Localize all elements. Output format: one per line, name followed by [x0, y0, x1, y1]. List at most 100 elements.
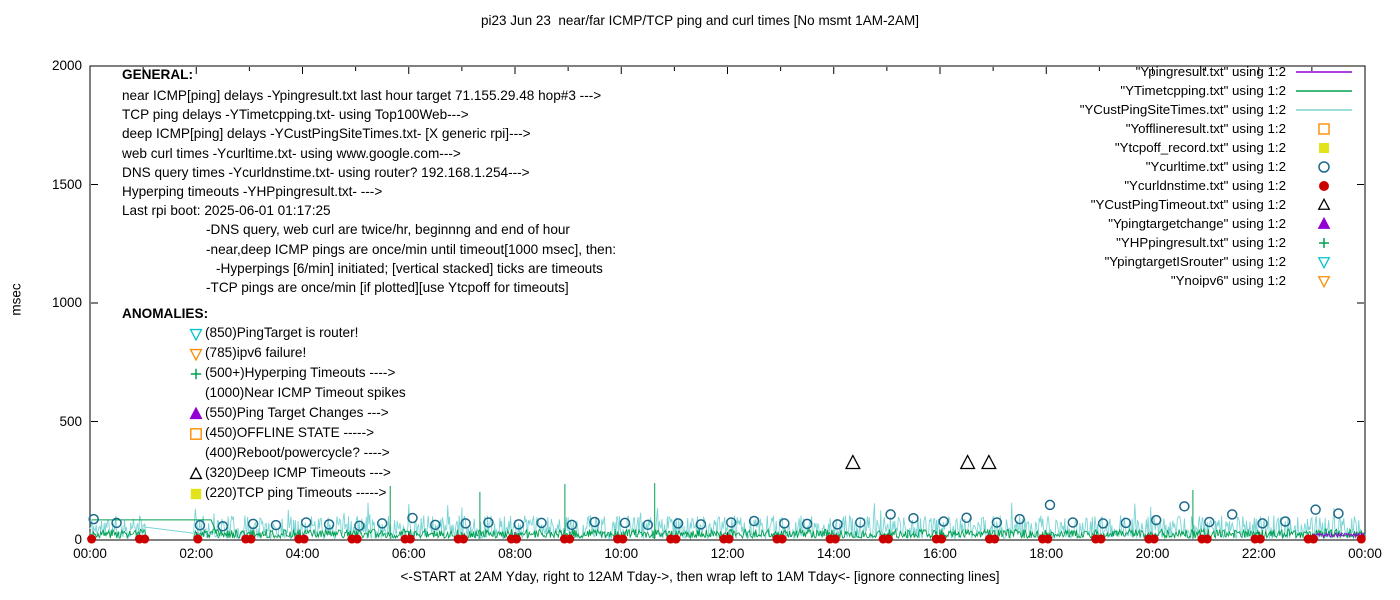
circle-filled-icon [512, 534, 522, 544]
circle-open-icon [748, 515, 760, 527]
x-axis-label: <-START at 2AM Yday, right to 12AM Tday-… [400, 569, 1000, 584]
series-line [144, 526, 196, 534]
circle-filled-icon [830, 534, 840, 544]
triangle-up-open-icon [844, 454, 861, 470]
triangle-down-open-icon [1317, 256, 1331, 269]
circle-open-icon [1067, 517, 1079, 528]
legend-label: "Yofflineresult.txt" using 1:2 [1125, 121, 1286, 136]
circle-open-icon [88, 513, 99, 525]
circle-open-icon [460, 518, 471, 529]
legend-label: "Ypingresult.txt" using 1:2 [1135, 64, 1286, 79]
circle-open-icon [589, 516, 600, 528]
legend-label: "YTimetcpping.txt" using 1:2 [1120, 83, 1286, 98]
series-line [1311, 531, 1366, 539]
triangle-up-open-icon [1317, 197, 1331, 210]
triangle-down-open-icon [1317, 275, 1331, 288]
triangle-up-open-icon [1317, 197, 1331, 210]
circle-open-icon [1014, 513, 1025, 525]
triangle-down-open-icon [1317, 256, 1331, 269]
series-connector-flat [91, 519, 220, 539]
circle-open-icon [695, 519, 707, 530]
legend-label: "Ynoipv6" using 1:2 [1170, 273, 1286, 288]
circle-open-icon [1120, 517, 1132, 529]
circle-open-icon [1280, 516, 1291, 527]
circle-filled-icon [565, 534, 575, 544]
series-Ypingresult-lasthour [1311, 531, 1366, 539]
circle-filled-icon [299, 534, 309, 544]
circle-open-icon [1318, 160, 1330, 173]
legend-label: "YCustPingSiteTimes.txt" using 1:2 [1079, 102, 1286, 117]
legend-label: "YHPpingresult.txt" using 1:2 [1116, 235, 1286, 250]
circle-filled-icon [405, 534, 415, 544]
triangle-down-open-icon [1317, 275, 1331, 288]
square-filled-icon [1319, 142, 1329, 153]
legend-label: "Ypingtargetchange" using 1:2 [1108, 216, 1286, 231]
circle-open-icon [194, 520, 206, 531]
circle-filled-icon [1149, 534, 1159, 544]
circle-open-icon [642, 519, 654, 531]
legend-label: "Ycurltime.txt" using 1:2 [1145, 159, 1286, 174]
legend-item: "Yofflineresult.txt" using 1:2 [0, 119, 1356, 138]
legend-label: "YCustPingTimeout.txt" using 1:2 [1090, 197, 1286, 212]
circle-open-icon [536, 517, 547, 529]
legend-item: "Ytcpoff_record.txt" using 1:2 [0, 138, 1356, 157]
circle-filled-icon [87, 534, 97, 544]
circle-open-icon [376, 518, 388, 529]
circle-open-icon [619, 517, 631, 529]
circle-open-icon [323, 519, 335, 530]
circle-open-icon [1310, 504, 1321, 515]
circle-open-icon [801, 518, 813, 530]
circle-filled-icon [1319, 180, 1329, 191]
legend-label: "YpingtargetISrouter" using 1:2 [1104, 254, 1286, 269]
circle-open-icon [832, 519, 843, 530]
square-open-icon [1318, 122, 1330, 135]
circle-open-icon [991, 517, 1003, 528]
series-Ycurldnstime [87, 534, 1366, 544]
circle-filled-icon [1255, 534, 1265, 544]
circle-open-icon [1179, 501, 1190, 512]
circle-open-icon [1150, 514, 1162, 526]
circle-open-icon [217, 521, 229, 532]
circle-filled-icon [193, 534, 203, 544]
legend-item: "YCustPingSiteTimes.txt" using 1:2 [0, 100, 1356, 119]
series-line [91, 519, 220, 539]
circle-open-icon [885, 509, 896, 520]
series-Ycurltime [88, 499, 1344, 532]
circle-open-icon [430, 519, 441, 531]
circle-open-icon [725, 517, 737, 528]
circle-filled-icon [618, 534, 628, 544]
circle-open-icon [300, 517, 312, 528]
triangle-up-open-icon [980, 454, 997, 470]
triangle-up-filled-icon [1317, 216, 1331, 229]
circle-filled-icon [1308, 534, 1318, 544]
circle-filled-icon [724, 534, 734, 544]
circle-open-icon [1318, 160, 1330, 173]
circle-filled-icon [1096, 534, 1106, 544]
circle-open-icon [1257, 518, 1268, 529]
circle-filled-icon [246, 534, 256, 544]
circle-filled-icon [883, 534, 893, 544]
legend-item: "Ynoipv6" using 1:2 [0, 271, 1356, 290]
circle-filled-icon [777, 534, 787, 544]
series-tcp-spikes [389, 483, 1194, 539]
circle-filled-icon [1202, 534, 1212, 544]
plus-icon [1319, 237, 1329, 248]
circle-open-icon [779, 518, 790, 529]
legend-item: "Ycurltime.txt" using 1:2 [0, 157, 1356, 176]
circle-open-icon [1097, 518, 1109, 529]
legend-item: "YpingtargetISrouter" using 1:2 [0, 252, 1356, 271]
legend-item: "YCustPingTimeout.txt" using 1:2 [0, 195, 1356, 214]
circle-open-icon [1226, 509, 1238, 520]
circle-open-icon [513, 519, 524, 530]
triangle-up-filled-icon [1317, 216, 1331, 229]
circle-filled-icon [352, 534, 362, 544]
circle-open-icon [111, 517, 122, 529]
circle-open-icon [961, 512, 972, 523]
legend-label: "Ycurldnstime.txt" using 1:2 [1124, 178, 1286, 193]
series-line [89, 528, 147, 540]
legend-item: "YTimetcpping.txt" using 1:2 [0, 81, 1356, 100]
legend: "Ypingresult.txt" using 1:2 "YTimetcpping… [0, 62, 1356, 290]
circle-open-icon [908, 512, 919, 524]
